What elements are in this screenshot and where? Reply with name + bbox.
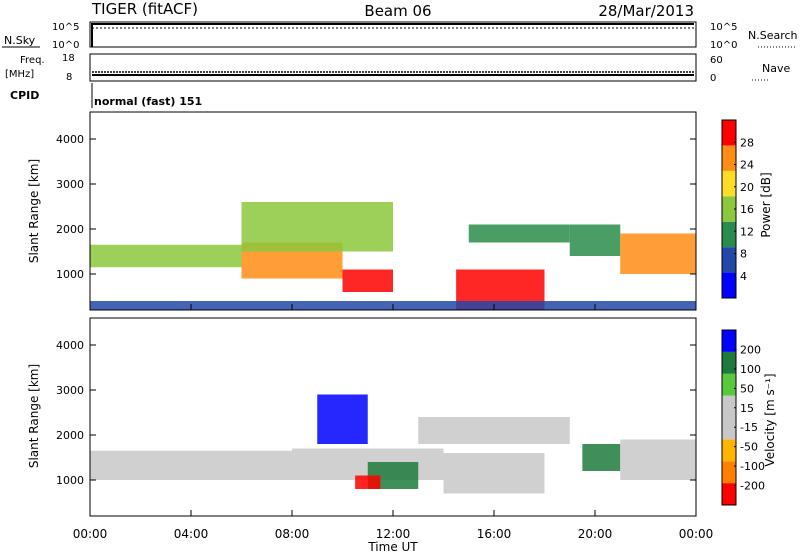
velocity-colorbar-swatch-3 [722, 417, 736, 440]
x-tick-label-2: 08:00 [275, 527, 310, 541]
power-band-3 [342, 269, 393, 292]
velocity-ytick-label-2: 3000 [56, 384, 84, 397]
freq-tick-high: 18 [62, 53, 75, 64]
power-colorbar-swatch-3 [722, 196, 736, 222]
power-colorbar-label: Power [dB] [759, 172, 773, 237]
power-band-2 [241, 202, 393, 252]
radar-title: TIGER (fitACF) [91, 0, 198, 18]
power-colorbar: 28 24 20 16 12 8 4 [721, 119, 754, 299]
velocity-colorbar-swatch-6 [722, 351, 736, 374]
power-ytick-label-1: 2000 [56, 223, 84, 236]
nave-tick-high: 60 [710, 55, 723, 66]
x-axis-label: Time UT [367, 540, 418, 554]
nave-tick-low: 0 [710, 73, 716, 84]
velocity-colorbar-label: Velocity [m s⁻¹] [763, 373, 777, 466]
velocity-colorbar-label-5: -50 [740, 441, 758, 454]
cpid-label: CPID [10, 89, 39, 102]
x-tick-label-3: 12:00 [376, 527, 411, 541]
velocity-colorbar-label-7: -200 [740, 480, 765, 493]
power-colorbar-swatch-2 [722, 221, 736, 248]
velocity-colorbar-swatch-4 [722, 395, 736, 418]
velocity-band-6 [582, 444, 621, 471]
cpid-value: normal (fast) 151 [94, 95, 202, 108]
x-tick-label-5: 20:00 [578, 527, 613, 541]
velocity-colorbar-label-2: 50 [740, 382, 754, 395]
freq-tick-low: 8 [66, 72, 72, 83]
nsky-label: N.Sky [4, 34, 36, 47]
power-colorbar-swatch-6 [722, 120, 736, 146]
power-colorbar-swatch-0 [722, 272, 736, 298]
power-band-0 [90, 244, 242, 268]
x-tick-label-6: 00:00 [679, 527, 714, 541]
velocity-colorbar-swatch-7 [722, 330, 736, 352]
power-colorbar-label-3: 16 [740, 203, 754, 216]
power-colorbar-label-4: 12 [740, 225, 754, 238]
power-ytick-label-2: 3000 [56, 178, 84, 191]
freq-panel: Freq. [MHz] 18 8 60 0 Nave [5, 53, 790, 84]
x-tick-label-0: 00:00 [73, 527, 108, 541]
nsearch-tick-high: 10^5 [710, 22, 737, 33]
velocity-colorbar-label-0: 200 [740, 343, 761, 356]
velocity-colorbar-swatch-2 [722, 439, 736, 462]
power-colorbar-label-2: 20 [740, 181, 754, 194]
velocity-ylabel: Slant Range [km] [27, 364, 41, 468]
nsky-tick-low: 10^0 [52, 40, 79, 51]
velocity-colorbar-swatch-5 [722, 373, 736, 396]
power-colorbar-label-6: 4 [740, 270, 747, 283]
nsky-tick-high: 10^5 [52, 22, 79, 33]
velocity-band-0 [90, 450, 292, 480]
nave-label: Nave [762, 62, 790, 75]
velocity-band-5 [443, 453, 545, 494]
power-colorbar-swatch-1 [722, 247, 736, 273]
nsearch-tick-low: 10^0 [710, 40, 737, 51]
velocity-band-7 [620, 439, 696, 480]
velocity-colorbar-frame [721, 329, 737, 506]
nsky-panel: N.Sky 10^5 10^0 10^5 10^0 N.Search [2, 21, 798, 51]
power-ylabel: Slant Range [km] [27, 159, 41, 263]
velocity-colorbar: 200 100 50 15 -15 -50 -100 -200 [721, 329, 765, 506]
power-band-5 [468, 224, 570, 243]
nsearch-label: N.Search [748, 29, 798, 42]
power-band-6 [569, 224, 621, 256]
date-title: 28/Mar/2013 [598, 2, 694, 20]
power-ytick-label-0: 1000 [56, 268, 84, 281]
x-tick-label-4: 16:00 [477, 527, 512, 541]
power-colorbar-swatch-5 [722, 145, 736, 171]
velocity-colorbar-label-3: 15 [740, 402, 754, 415]
power-panel: 1000 2000 3000 4000 Slant Range [km] 28 24 20… [27, 111, 773, 311]
freq-unit-label: [MHz] [5, 69, 34, 80]
power-colorbar-label-1: 24 [740, 159, 754, 172]
freq-label: Freq. [20, 55, 45, 66]
power-ytick-label-3: 4000 [56, 133, 84, 146]
velocity-ytick-label-3: 4000 [56, 339, 84, 352]
velocity-band-8 [355, 475, 381, 489]
power-band-7 [620, 233, 696, 274]
power-colorbar-swatch-4 [722, 170, 736, 197]
velocity-ytick-label-1: 2000 [56, 429, 84, 442]
velocity-colorbar-swatch-0 [722, 483, 736, 505]
velocity-colorbar-label-6: -100 [740, 460, 765, 473]
x-tick-label-1: 04:00 [174, 527, 209, 541]
velocity-panel: 1000 2000 3000 4000 Slant Range [km] 200 100… [27, 317, 777, 517]
power-colorbar-label-5: 8 [740, 248, 747, 261]
velocity-colorbar-label-1: 100 [740, 363, 761, 376]
beam-title: Beam 06 [364, 2, 431, 20]
velocity-colorbar-swatch-1 [722, 461, 736, 484]
velocity-heatmap [90, 394, 696, 494]
velocity-band-2 [317, 394, 368, 444]
power-colorbar-label-0: 28 [740, 136, 754, 149]
velocity-ytick-label-0: 1000 [56, 474, 84, 487]
velocity-colorbar-label-4: -15 [740, 421, 758, 434]
velocity-band-4 [418, 417, 570, 444]
